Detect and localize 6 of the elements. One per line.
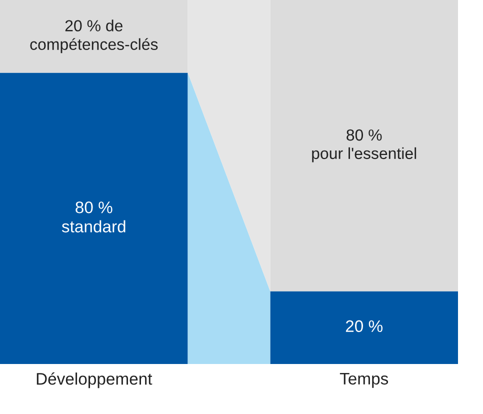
data-label: 20 % de compétences-clés: [30, 20, 158, 54]
x-tick-label: Développement: [36, 372, 152, 388]
x-tick-label: Temps: [340, 372, 388, 388]
data-label: 80 % pour l'essentiel: [312, 129, 416, 162]
data-label: 20 %: [346, 320, 383, 332]
data-label: 80 % standard: [62, 201, 126, 232]
